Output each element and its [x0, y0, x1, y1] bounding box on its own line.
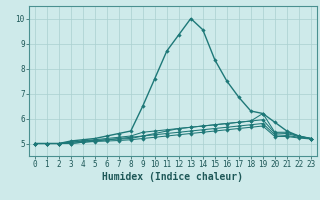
- X-axis label: Humidex (Indice chaleur): Humidex (Indice chaleur): [102, 172, 243, 182]
